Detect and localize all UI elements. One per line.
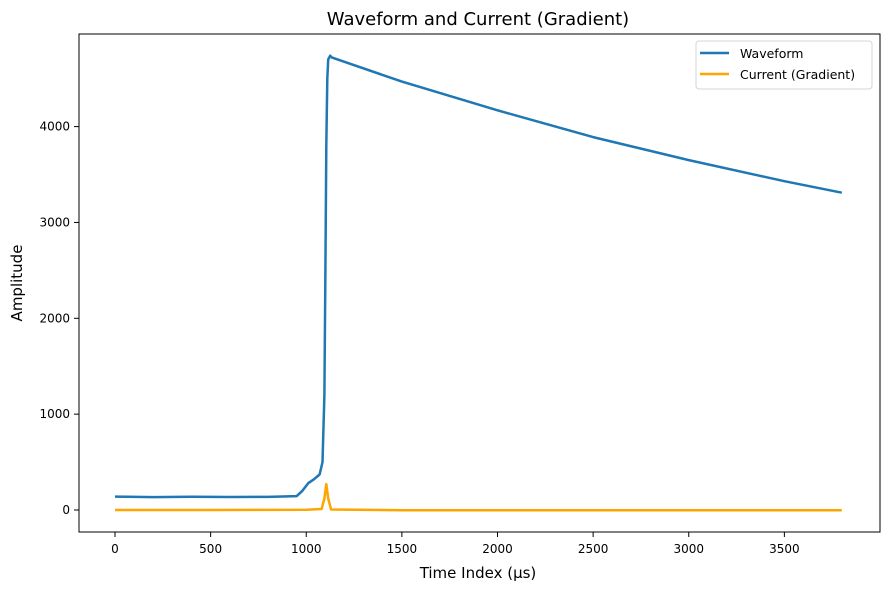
x-tick-label: 1500 [387,542,418,556]
y-tick-label: 1000 [39,407,70,421]
legend-label-waveform: Waveform [740,46,803,61]
x-tick-label: 2000 [482,542,513,556]
x-tick-label: 0 [111,542,119,556]
x-tick-label: 3000 [673,542,704,556]
y-tick-label: 2000 [39,311,70,325]
y-axis: 0 1000 2000 3000 4000 [39,120,79,517]
x-tick-label: 2500 [578,542,609,556]
series-line-waveform [114,54,843,499]
x-tick-label: 1000 [291,542,322,556]
y-tick-label: 4000 [39,120,70,134]
y-tick-label: 3000 [39,215,70,229]
plot-area [78,33,881,533]
y-tick-label: 0 [62,503,70,517]
legend-label-current: Current (Gradient) [740,67,855,82]
y-axis-label: Amplitude [8,245,26,322]
x-tick-label: 3500 [769,542,800,556]
chart-title: Waveform and Current (Gradient) [327,9,629,30]
x-axis-label: Time Index (µs) [419,564,537,582]
series-line-current-gradient [115,482,842,512]
x-axis: 0 500 1000 1500 2000 2500 3000 3500 [111,532,800,556]
legend: Waveform Current (Gradient) [695,40,873,90]
x-tick-label: 500 [199,542,222,556]
series-layer [114,54,843,512]
